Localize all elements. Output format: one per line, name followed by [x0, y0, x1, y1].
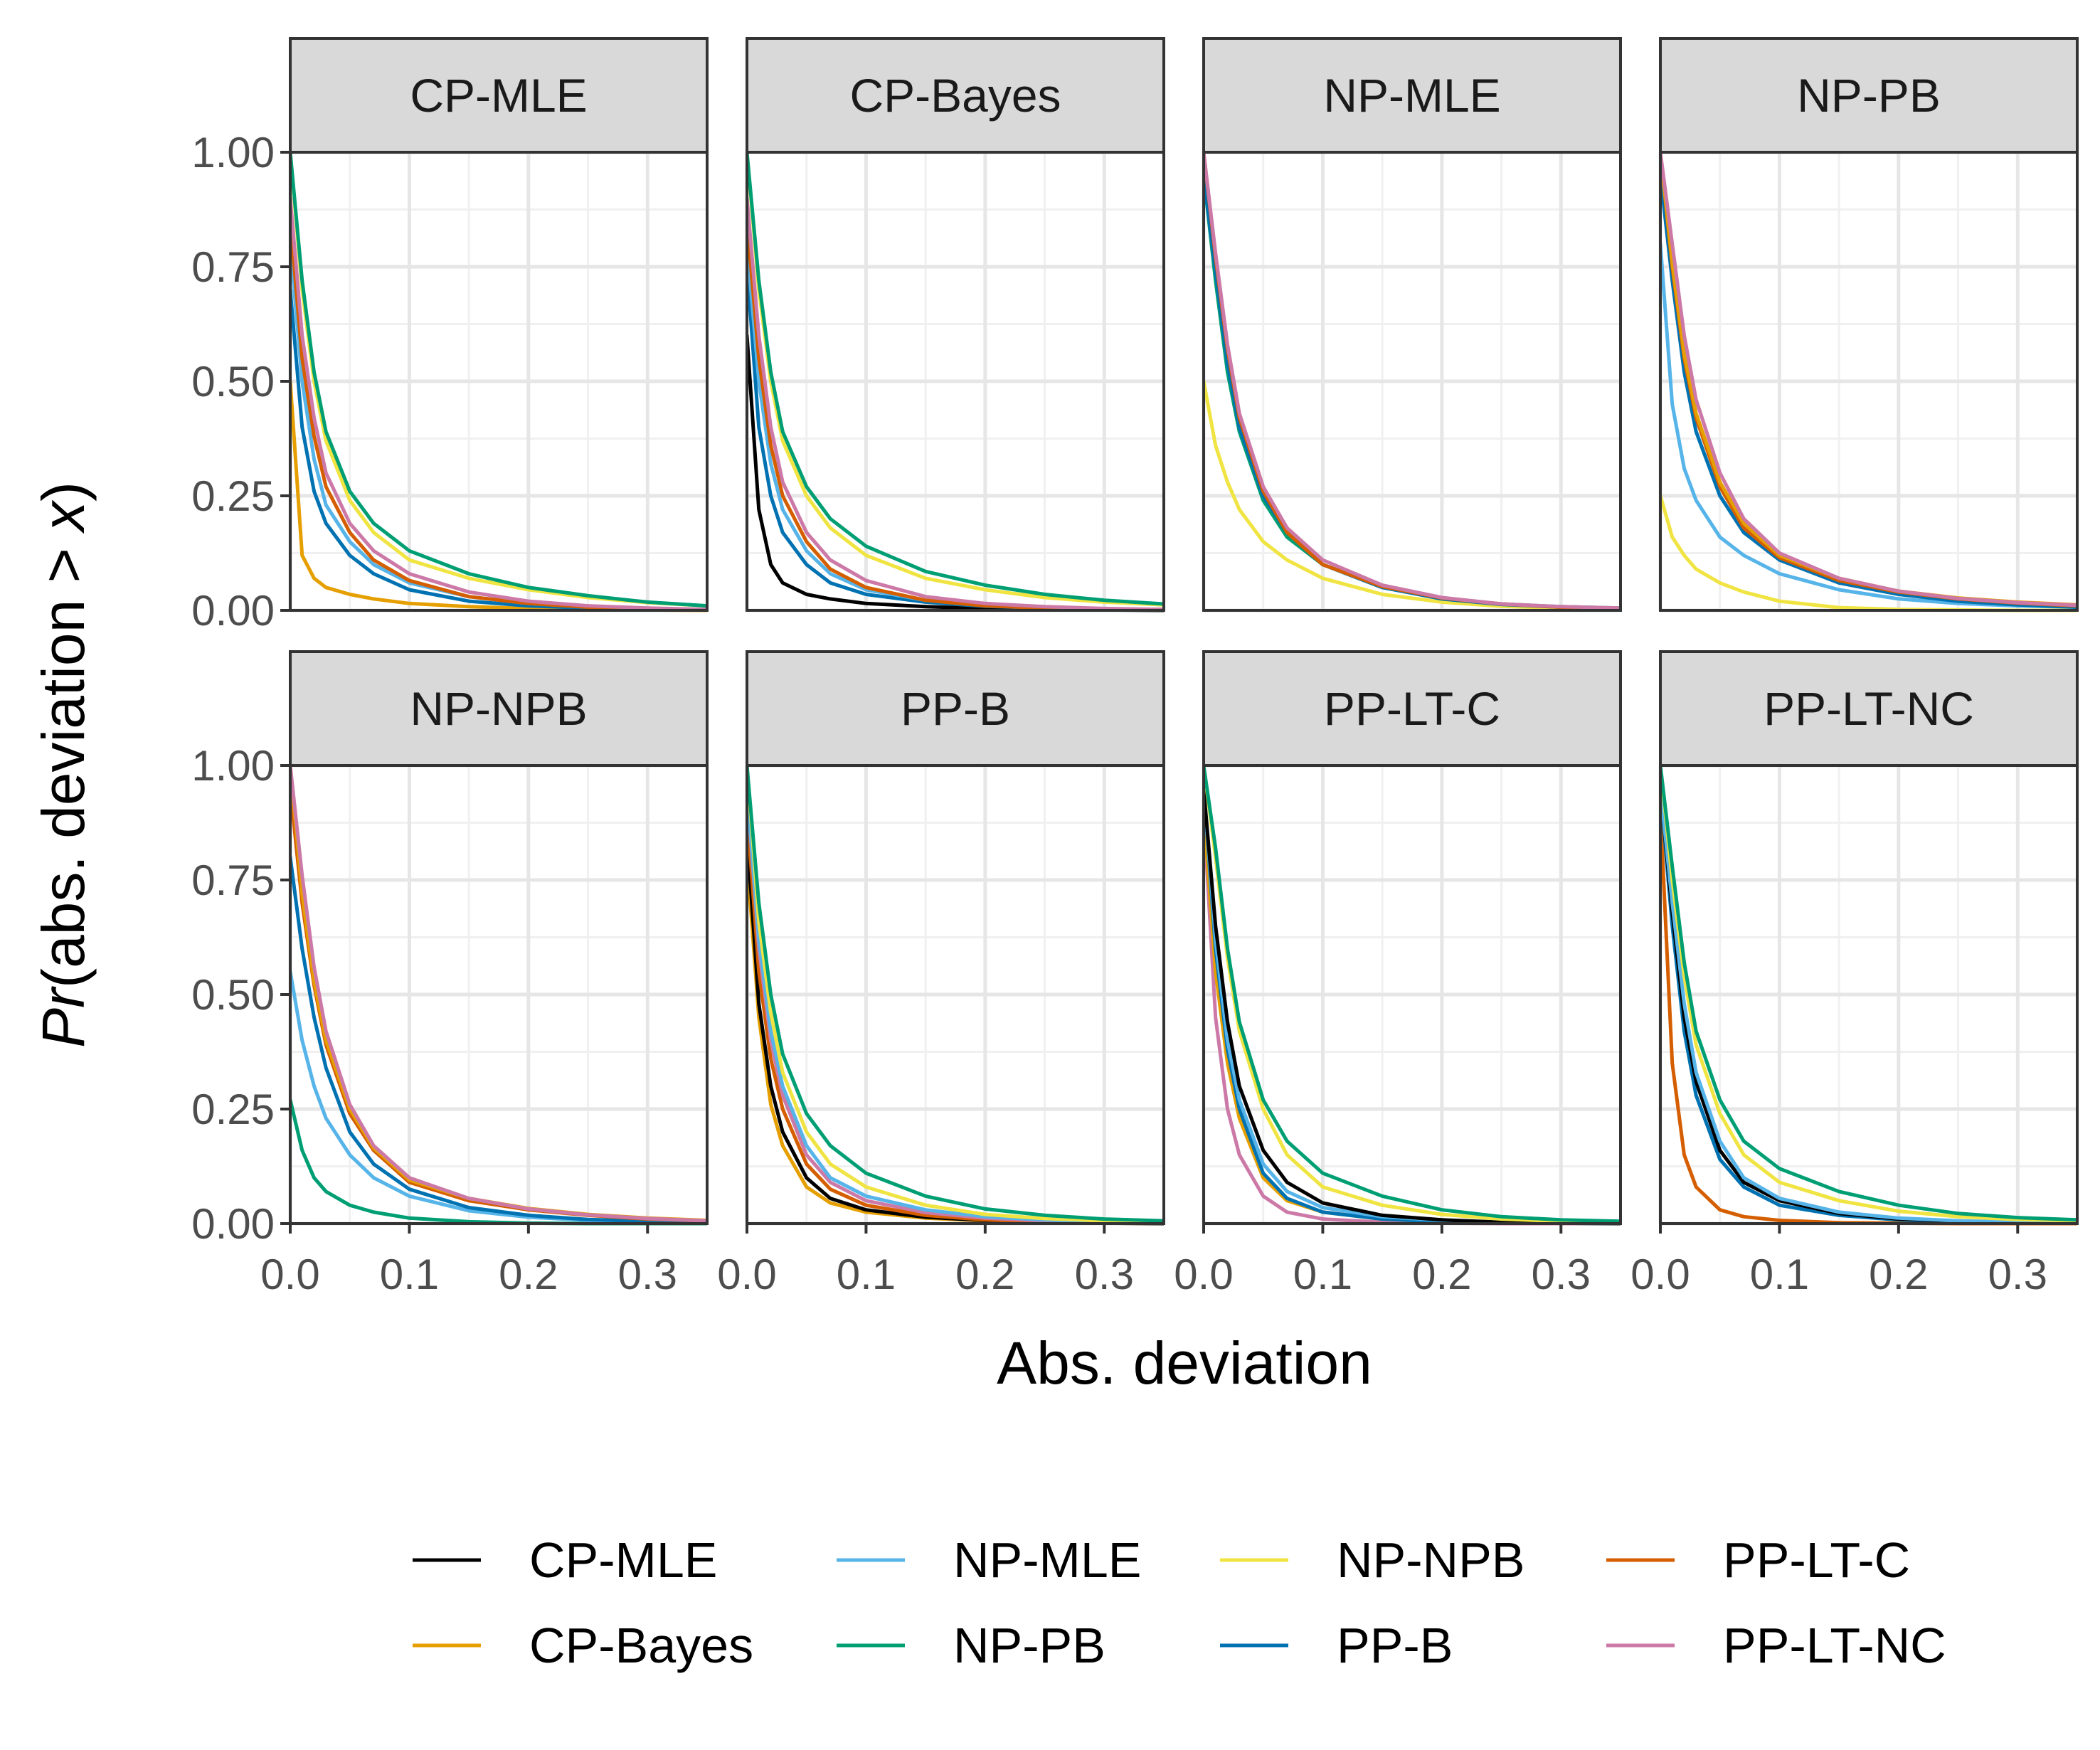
series-line-np-pb	[747, 150, 1164, 606]
x-tick-label: 0.2	[955, 1251, 1014, 1298]
y-axis-title: Pr(abs. deviation > x)	[30, 482, 97, 1048]
x-tick-label: 0.3	[618, 1251, 677, 1298]
legend-item-cp-bayes: CP-Bayes	[413, 1618, 753, 1673]
y-tick-label: 0.50	[191, 971, 275, 1019]
x-tick-label: 0.0	[1630, 1251, 1690, 1298]
legend-item-np-pb: NP-PB	[837, 1618, 1105, 1673]
series-lines	[1660, 150, 2077, 612]
series-lines	[747, 763, 1164, 1226]
legend-item-pp-lt-c: PP-LT-C	[1606, 1532, 1910, 1588]
y-tick-label: 0.00	[191, 1200, 275, 1248]
series-lines	[1204, 150, 1621, 611]
strip-background	[1659, 37, 2079, 154]
strip-label: NP-MLE	[1323, 69, 1500, 122]
series-line-pp-lt-nc	[290, 763, 707, 1223]
series-lines	[290, 150, 707, 612]
x-tick-label: 0.1	[1750, 1251, 1809, 1298]
x-tick-label: 0.3	[1075, 1251, 1134, 1298]
series-line-np-mle	[1660, 786, 2077, 1225]
strip-label: NP-NPB	[410, 682, 587, 735]
strip-background	[746, 37, 1165, 154]
panel-pp-lt-nc: PP-LT-NC 0.0 0.1 0.2 0.3	[1630, 650, 2079, 1298]
legend-label: CP-MLE	[529, 1532, 717, 1588]
series-line-pp-b	[290, 855, 707, 1224]
panel-cp-mle: CP-MLE 0.00 0.25 0.50 0.75 1.00	[191, 37, 709, 635]
panel-np-pb: NP-PB	[1658, 37, 2079, 612]
series-lines	[747, 150, 1164, 612]
x-tick-label: 0.0	[260, 1251, 319, 1298]
strip-label: PP-LT-NC	[1764, 682, 1974, 735]
y-tick-label: 1.00	[191, 742, 275, 790]
y-axis-title-pr: Pr	[30, 986, 97, 1048]
y-axis-title-text: (abs. deviation >	[30, 531, 97, 988]
legend-label: PP-LT-C	[1723, 1532, 1910, 1588]
legend-label: NP-NPB	[1337, 1532, 1524, 1588]
x-tick-label: 0.1	[1293, 1251, 1352, 1298]
strip-background	[1202, 650, 1622, 767]
series-line-pp-lt-nc	[1204, 150, 1621, 610]
series-line-pp-lt-nc	[747, 196, 1164, 612]
legend-label: PP-B	[1337, 1618, 1453, 1673]
y-tick-label: 0.00	[191, 587, 275, 635]
legend-label: NP-MLE	[953, 1532, 1141, 1588]
x-tick-label: 0.1	[380, 1251, 439, 1298]
series-lines	[1660, 763, 2077, 1226]
series-line-np-pb	[747, 763, 1164, 1223]
x-tick-label: 0.2	[1412, 1251, 1471, 1298]
strip-background	[746, 650, 1165, 767]
legend-label: NP-PB	[953, 1618, 1105, 1673]
y-tick-label: 1.00	[191, 129, 275, 176]
series-line-pp-lt-nc	[1660, 150, 2077, 608]
y-axis-title-close: )	[30, 482, 97, 502]
strip-label: PP-LT-C	[1324, 682, 1500, 735]
strip-background	[289, 37, 709, 154]
strip-background	[1659, 650, 2079, 767]
strip-label: PP-B	[901, 682, 1010, 735]
strip-label: CP-Bayes	[849, 69, 1061, 122]
x-tick-label: 0.1	[837, 1251, 896, 1298]
legend-item-np-npb: NP-NPB	[1220, 1532, 1524, 1588]
panel-np-npb: NP-NPB 0.00 0.25 0.50 0.75 1.00 0.0 0.1 0.2 0.3	[191, 650, 709, 1298]
legend-label: CP-Bayes	[529, 1618, 753, 1673]
x-tick-label: 0.3	[1988, 1251, 2047, 1298]
legend: CP-MLE CP-Bayes NP-MLE NP-PB NP-NPB PP-B PP-LT…	[413, 1532, 1946, 1673]
series-line-np-pb	[1204, 763, 1621, 1224]
series-line-pp-lt-nc	[290, 196, 707, 612]
series-line-np-npb	[747, 763, 1164, 1224]
strip-background	[1202, 37, 1622, 154]
panels: CP-MLE 0.00 0.25 0.50 0.75 1.00 CP-Bayes NP-MLE…	[191, 37, 2079, 1298]
y-axis-title-var: x	[30, 499, 97, 534]
panel-pp-b: PP-B 0.0 0.1 0.2 0.3	[717, 650, 1165, 1298]
legend-item-pp-b: PP-B	[1220, 1618, 1453, 1673]
series-line-np-pb	[290, 150, 707, 608]
strip-background	[289, 650, 709, 767]
y-tick-label: 0.75	[191, 857, 275, 904]
legend-label: PP-LT-NC	[1723, 1618, 1946, 1673]
panel-np-mle: NP-MLE	[1202, 37, 1622, 612]
panel-cp-bayes: CP-Bayes	[745, 37, 1165, 612]
x-tick-label: 0.0	[717, 1251, 776, 1298]
legend-item-pp-lt-nc: PP-LT-NC	[1606, 1618, 1946, 1673]
panel-pp-lt-c: PP-LT-C 0.0 0.1 0.2 0.3	[1174, 650, 1622, 1298]
strip-label: NP-PB	[1797, 69, 1941, 122]
legend-item-np-mle: NP-MLE	[837, 1532, 1141, 1588]
y-tick-label: 0.25	[191, 472, 275, 520]
x-tick-label: 0.2	[1869, 1251, 1928, 1298]
y-tick-label: 0.75	[191, 243, 275, 291]
x-tick-label: 0.2	[499, 1251, 558, 1298]
y-tick-label: 0.50	[191, 358, 275, 405]
series-line-np-pb	[1660, 763, 2077, 1222]
x-tick-label: 0.3	[1532, 1251, 1591, 1298]
x-axis-title: Abs. deviation	[997, 1330, 1372, 1396]
strip-label: CP-MLE	[410, 69, 587, 122]
x-tick-label: 0.0	[1174, 1251, 1233, 1298]
legend-item-cp-mle: CP-MLE	[413, 1532, 717, 1588]
series-line-np-mle	[1660, 242, 2077, 609]
y-tick-label: 0.25	[191, 1086, 275, 1133]
